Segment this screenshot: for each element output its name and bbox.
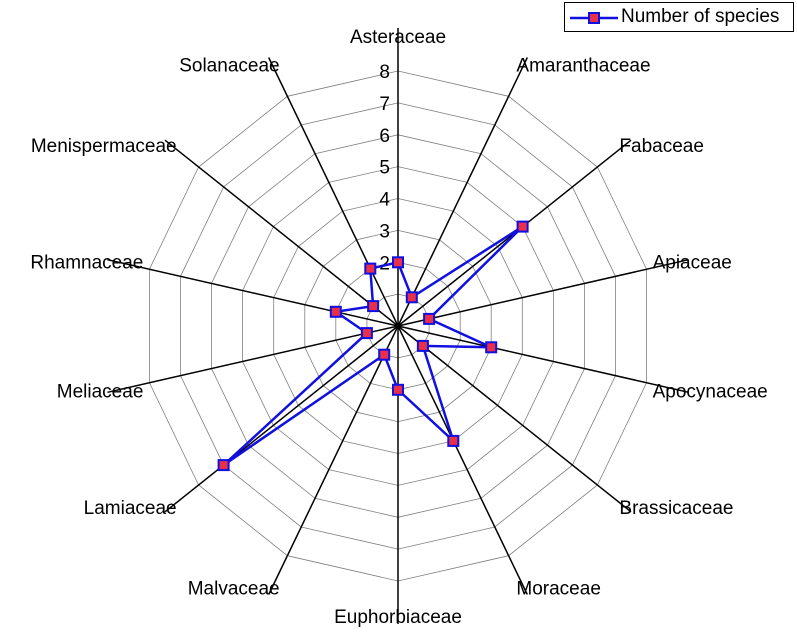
data-point bbox=[367, 300, 380, 313]
category-label: Solanaceae bbox=[179, 56, 279, 77]
category-label: Brassicaceae bbox=[619, 498, 733, 519]
data-point bbox=[329, 305, 342, 318]
category-label: Euphorbiaceae bbox=[334, 607, 462, 628]
radar-spoke bbox=[397, 325, 689, 394]
data-point bbox=[364, 262, 377, 275]
legend-series-name: Number of species bbox=[621, 6, 780, 27]
category-label: Apiaceae bbox=[653, 253, 732, 274]
category-label: Moraceae bbox=[516, 578, 601, 599]
radial-tick-label: 7 bbox=[379, 94, 390, 115]
data-point bbox=[378, 348, 391, 361]
radial-tick-labels: 2 3 4 5 6 7 8 bbox=[379, 62, 390, 274]
radar-spoke bbox=[397, 325, 528, 595]
data-point bbox=[392, 383, 404, 396]
data-point bbox=[360, 327, 373, 340]
data-point bbox=[516, 220, 529, 233]
category-label: Apocynaceae bbox=[653, 382, 768, 403]
radial-tick-label: 6 bbox=[379, 126, 390, 147]
radar-spoke bbox=[397, 325, 632, 513]
data-point bbox=[416, 339, 429, 352]
radar-spoke bbox=[164, 325, 399, 513]
radial-tick-label: 5 bbox=[379, 158, 390, 179]
legend-marker-icon bbox=[570, 12, 618, 24]
data-point bbox=[392, 256, 404, 269]
category-label: Malvaceae bbox=[188, 578, 280, 599]
radar-spoke bbox=[164, 139, 399, 327]
radar-spoke bbox=[268, 325, 399, 595]
radial-tick-label: 3 bbox=[379, 221, 390, 242]
radar-spoke bbox=[397, 57, 528, 327]
category-label: Lamiaceae bbox=[84, 498, 177, 519]
radial-tick-label: 4 bbox=[379, 190, 390, 211]
category-label: Rhamnaceae bbox=[30, 253, 143, 274]
radial-tick-label: 2 bbox=[379, 253, 390, 274]
radar-axes bbox=[107, 28, 689, 624]
category-label: Meliaceae bbox=[57, 382, 144, 403]
category-label: Asteraceae bbox=[350, 27, 446, 48]
category-labels: Asteraceae Amaranthaceae Fabaceae Apiaceae A… bbox=[30, 27, 767, 628]
radar-spoke bbox=[268, 57, 399, 327]
radar-spoke bbox=[397, 258, 689, 327]
radial-tick-label: 8 bbox=[379, 62, 390, 83]
category-label: Menispermaceae bbox=[31, 136, 177, 157]
radar-spoke bbox=[107, 325, 399, 394]
data-point bbox=[447, 434, 460, 447]
data-point bbox=[405, 291, 418, 304]
radar-spoke bbox=[107, 258, 399, 327]
category-label: Amaranthaceae bbox=[516, 56, 650, 77]
data-point bbox=[423, 312, 436, 325]
category-label: Fabaceae bbox=[619, 136, 704, 157]
data-point bbox=[217, 459, 230, 472]
series-layer bbox=[217, 220, 529, 472]
legend: Number of species bbox=[564, 2, 794, 32]
data-point bbox=[485, 341, 498, 354]
